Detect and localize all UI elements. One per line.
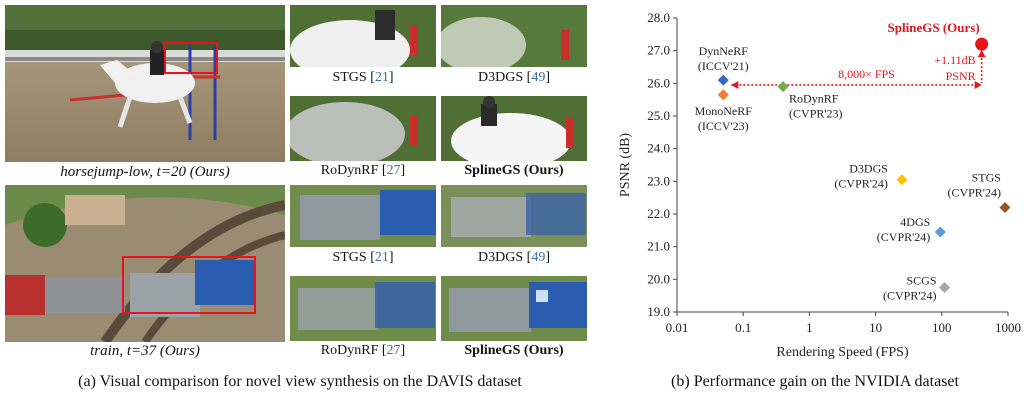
method-name: STGS [332, 250, 367, 265]
ref-number[interactable]: 27 [386, 163, 401, 178]
thumb-train-d3dgs [441, 185, 587, 247]
horsejump-main-image [5, 5, 285, 162]
y-axis-label: PSNR (dB) [618, 133, 633, 198]
method-name: SplineGS (Ours) [464, 343, 564, 358]
point-dynnerf [717, 74, 729, 86]
panel-a-caption: (a) Visual comparison for novel view syn… [78, 373, 522, 390]
thumb-train-stgs [290, 185, 436, 247]
y-tick-label: 25.0 [647, 108, 670, 123]
thumb-label-horse-ours: SplineGS (Ours) [441, 163, 587, 179]
point-label-dynnerf: (ICCV'21) [698, 59, 749, 73]
y-tick-label: 21.0 [647, 239, 670, 254]
point-label-stgs: (CVPR'24) [947, 185, 1001, 199]
gain-label: PSNR [946, 69, 976, 83]
train-main-image [5, 185, 285, 342]
y-tick-label: 27.0 [647, 43, 670, 58]
speedup-arrow-head-left [731, 80, 739, 89]
method-name: RoDynRF [320, 343, 379, 358]
point-label-d3dgs: D3DGS [849, 162, 888, 176]
y-tick-label: 26.0 [647, 75, 670, 90]
thumb-label-train-d3dgs: D3DGS [49] [478, 250, 550, 265]
gain-label: +1.11dB [934, 53, 975, 67]
point-label-scgs: SCGS [907, 274, 937, 288]
y-tick-label: 23.0 [647, 173, 670, 188]
train-thumb-image [290, 185, 436, 247]
point-splinegs-ours [975, 37, 989, 51]
method-name: STGS [332, 70, 367, 85]
gain-arrow-head [977, 50, 986, 58]
y-tick-label: 20.0 [647, 271, 670, 286]
ref-number[interactable]: 21 [374, 250, 389, 265]
ref-number[interactable]: 27 [386, 343, 401, 358]
thumb-horse-stgs [290, 5, 436, 67]
point-label-mononerf: MonoNeRF [695, 104, 753, 118]
point-label-splinegs-ours: SplineGS (Ours) [888, 20, 980, 35]
x-tick-label: 1 [806, 320, 813, 335]
point-mononerf [717, 89, 729, 101]
thumb-horse-ours [441, 96, 587, 161]
point-rodynrf [777, 81, 789, 93]
train-scene [5, 185, 285, 342]
train-thumb-image [290, 276, 436, 341]
x-tick-label: 100 [932, 320, 952, 335]
speedup-label: 8,000× FPS [838, 67, 895, 81]
method-name: SplineGS (Ours) [464, 163, 564, 178]
thumb-horse-rodynrf [290, 96, 436, 161]
point-stgs [999, 201, 1011, 213]
horsejump-caption: horsejump-low, t=20 (Ours) [60, 164, 230, 180]
thumb-label-train-ours: SplineGS (Ours) [441, 343, 587, 359]
method-name: D3DGS [478, 250, 524, 265]
x-tick-label: 10 [869, 320, 882, 335]
method-name: D3DGS [478, 70, 524, 85]
horse-thumb-image [441, 96, 587, 161]
y-tick-label: 24.0 [647, 141, 670, 156]
ref-number[interactable]: 49 [531, 250, 546, 265]
y-tick-label: 28.0 [647, 10, 670, 25]
ref-number[interactable]: 49 [531, 70, 546, 85]
horsejump-scene [5, 5, 285, 162]
thumb-train-ours [441, 276, 587, 341]
point-label-stgs: STGS [972, 170, 1001, 184]
horse-thumb-image [441, 5, 587, 67]
point-scgs [939, 282, 951, 293]
point-label-mononerf: (ICCV'23) [698, 119, 749, 133]
point-label-rodynrf: (CVPR'23) [789, 107, 843, 121]
thumb-label-horse-rodynrf: RoDynRF [27] [320, 163, 406, 178]
train-thumb-image [441, 276, 587, 341]
x-tick-label: 1000 [995, 320, 1021, 335]
horse-thumb-image [290, 5, 436, 67]
point-4dgs [934, 226, 946, 238]
method-name: RoDynRF [320, 163, 379, 178]
point-d3dgs [896, 174, 908, 186]
y-tick-label: 19.0 [647, 304, 670, 319]
point-label-d3dgs: (CVPR'24) [834, 177, 888, 191]
ref-number[interactable]: 21 [374, 70, 389, 85]
thumb-train-rodynrf [290, 276, 436, 341]
point-label-4dgs: 4DGS [900, 215, 930, 229]
point-label-dynnerf: DynNeRF [699, 44, 749, 58]
performance-chart: 19.0 20.0 21.0 22.0 23.0 24.0 25.0 26.0 27.0 28.0… [618, 10, 1021, 360]
point-label-rodynrf: RoDynRF [789, 92, 839, 106]
x-tick-label: 0.01 [666, 320, 689, 335]
horse-thumb-image [290, 96, 436, 161]
thumb-label-train-stgs: STGS [21] [332, 250, 394, 265]
thumb-label-train-rodynrf: RoDynRF [27] [320, 343, 406, 358]
thumb-horse-d3dgs [441, 5, 587, 67]
thumb-label-horse-stgs: STGS [21] [332, 70, 394, 85]
x-tick-label: 0.1 [735, 320, 751, 335]
point-label-scgs: (CVPR'24) [883, 289, 937, 303]
point-label-4dgs: (CVPR'24) [877, 230, 931, 244]
speedup-arrow-head-right [974, 80, 982, 89]
train-thumb-image [441, 185, 587, 247]
panel-b-caption: (b) Performance gain on the NVIDIA datas… [671, 373, 959, 390]
x-axis-label: Rendering Speed (FPS) [776, 345, 909, 360]
train-caption: train, t=37 (Ours) [90, 343, 200, 359]
y-tick-label: 22.0 [647, 206, 670, 221]
thumb-label-horse-d3dgs: D3DGS [49] [478, 70, 550, 85]
